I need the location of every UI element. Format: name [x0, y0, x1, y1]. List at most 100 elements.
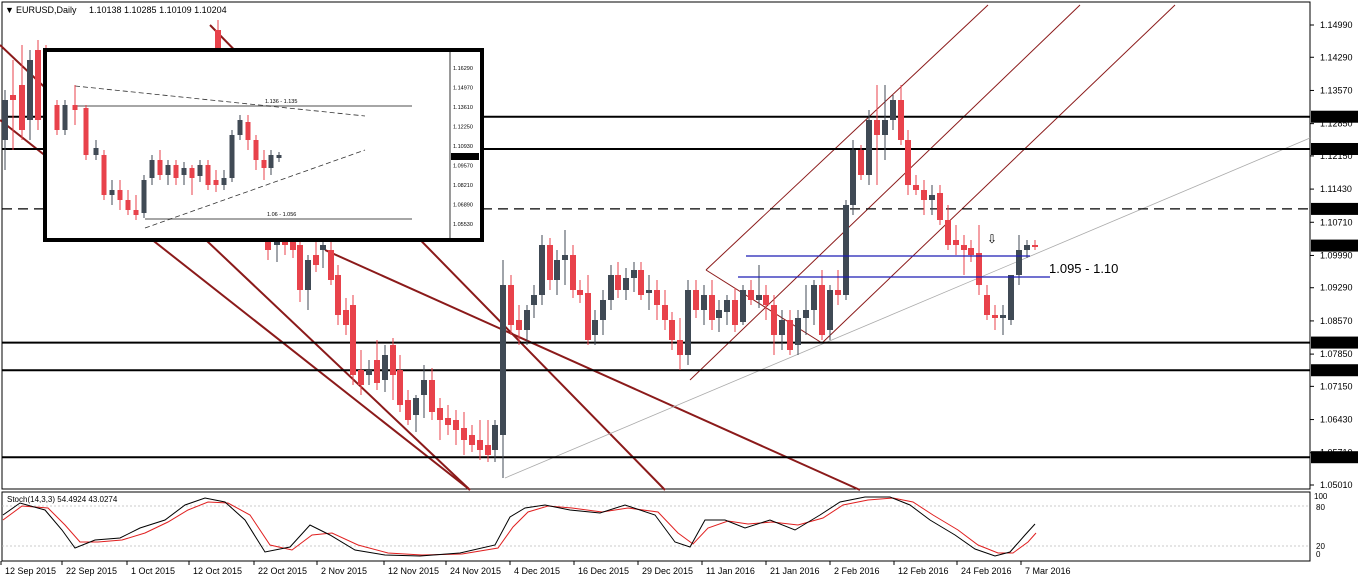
- candle-body: [335, 275, 341, 315]
- inset-candle-body: [54, 105, 60, 130]
- candle-body: [992, 315, 998, 318]
- price-tick-label: 1.11430: [1320, 184, 1352, 194]
- date-tick-label: 24 Feb 2016: [961, 566, 1012, 576]
- candle-body: [771, 305, 777, 335]
- candle-body: [740, 290, 746, 322]
- stoch-scale-100: 100: [1314, 492, 1328, 501]
- candle-body: [811, 285, 817, 310]
- inset-candle-body: [157, 160, 163, 175]
- candle-body: [890, 100, 896, 120]
- inset-current-label: 1.10204: [453, 155, 473, 161]
- candle-body: [608, 275, 614, 300]
- inset-candle-body: [109, 190, 115, 195]
- candle-body: [577, 290, 583, 295]
- candle-body: [437, 408, 443, 420]
- price-tick-label: 1.12850: [1320, 119, 1353, 129]
- candle-body: [850, 150, 856, 205]
- candle-body: [1016, 250, 1022, 275]
- inset-tick-label: 1.13610: [453, 105, 473, 111]
- inset-tick-label: 1.12250: [453, 125, 473, 131]
- inset-candle-body: [229, 135, 235, 178]
- chart-ohlc-values: 1.10138 1.10285 1.10109 1.10204: [89, 5, 227, 15]
- candle-body: [290, 240, 296, 250]
- candle-body: [469, 435, 475, 445]
- inset-candle-body: [83, 108, 89, 155]
- inset-label-top: 1.136 - 1.135: [265, 99, 297, 105]
- level-tag-bg: [1311, 364, 1358, 377]
- candle-body: [265, 235, 271, 250]
- candle-body: [1024, 245, 1030, 250]
- candle-body: [756, 295, 762, 300]
- candle-body: [27, 60, 33, 120]
- candle-body: [827, 290, 833, 330]
- inset-tick-label: 1.05530: [453, 222, 473, 228]
- candle-body: [748, 290, 754, 300]
- candle-body: [539, 245, 545, 295]
- inset-candle-body: [268, 155, 274, 168]
- inset-frame: [43, 48, 484, 242]
- inset-tick-label: 1.14970: [453, 86, 473, 92]
- candle-body: [976, 253, 982, 285]
- date-tick-label: 2 Nov 2015: [321, 566, 367, 576]
- candle-body: [313, 255, 319, 265]
- price-tick-label: 1.13570: [1320, 85, 1353, 95]
- candle-body: [1000, 315, 1006, 318]
- inset-resistance-line: [74, 85, 366, 117]
- date-tick-label: 2 Feb 2016: [834, 566, 880, 576]
- date-tick-label: 29 Dec 2015: [642, 566, 693, 576]
- inset-candle-body: [173, 165, 179, 178]
- level-tag-bg: [1311, 110, 1358, 123]
- price-tick-label: 1.08570: [1320, 316, 1353, 326]
- support-zone: [738, 255, 1050, 278]
- candle-body: [716, 310, 722, 318]
- candle-body: [945, 220, 951, 245]
- price-tick-label: 1.05010: [1320, 480, 1353, 490]
- trend-line: [689, 4, 1081, 381]
- inset-candle-body: [62, 105, 68, 130]
- inset-candle-body: [93, 148, 99, 155]
- level-tag-label: 1.13000: [1318, 112, 1351, 122]
- inset-candle-body: [189, 168, 195, 178]
- candle-body: [390, 345, 396, 375]
- date-tick-label: 24 Nov 2015: [450, 566, 501, 576]
- stochastic-panel-frame: [1, 491, 1311, 562]
- candle-body: [320, 245, 326, 250]
- candle-body: [677, 340, 683, 355]
- candle-body: [803, 310, 809, 318]
- candle-body: [795, 318, 801, 345]
- trend-line: [504, 137, 1311, 479]
- date-tick-label: 12 Nov 2015: [388, 566, 439, 576]
- inset-candle-body: [261, 160, 267, 168]
- level-tag-label: 1.07500: [1318, 366, 1351, 376]
- candle-body: [787, 320, 793, 350]
- date-tick-label: 4 Dec 2015: [514, 566, 560, 576]
- candle-body: [305, 260, 311, 290]
- inset-tick-label: 1.10930: [453, 144, 473, 150]
- candle-body: [35, 50, 41, 120]
- stochastic-lines: [2, 496, 1310, 557]
- date-tick-label: 11 Jan 2016: [706, 566, 755, 576]
- candle-body: [732, 300, 738, 325]
- price-tick-label: 1.14290: [1320, 52, 1353, 62]
- candle-body: [843, 205, 849, 295]
- inset-candle-body: [205, 165, 211, 185]
- candle-body: [646, 290, 652, 293]
- chart-menu-icon[interactable]: ▼: [5, 5, 14, 15]
- candle-body: [405, 400, 411, 420]
- stoch-signal-line: [2, 497, 1037, 556]
- level-tag-bg: [1311, 451, 1358, 464]
- date-tick-label: 16 Dec 2015: [578, 566, 629, 576]
- candle-body: [413, 398, 419, 415]
- candle-body: [693, 290, 699, 310]
- stochastic-label: Stoch(14,3,3) 54.4924 43.0274: [7, 495, 118, 504]
- inset-candle-body: [133, 210, 139, 215]
- candle-body: [779, 320, 785, 335]
- inset-candle-body: [101, 155, 107, 195]
- level-price-tags: 1.13000 1.12300 1.11000 1.10204 1.08100 1.075…: [1311, 110, 1358, 464]
- candle-body: [477, 440, 483, 450]
- level-tag-label: 1.11000: [1318, 204, 1350, 214]
- date-tick-label: 12 Feb 2016: [898, 566, 949, 576]
- main-chart-frame: [1, 1, 1311, 490]
- level-tag-bg: [1311, 239, 1358, 252]
